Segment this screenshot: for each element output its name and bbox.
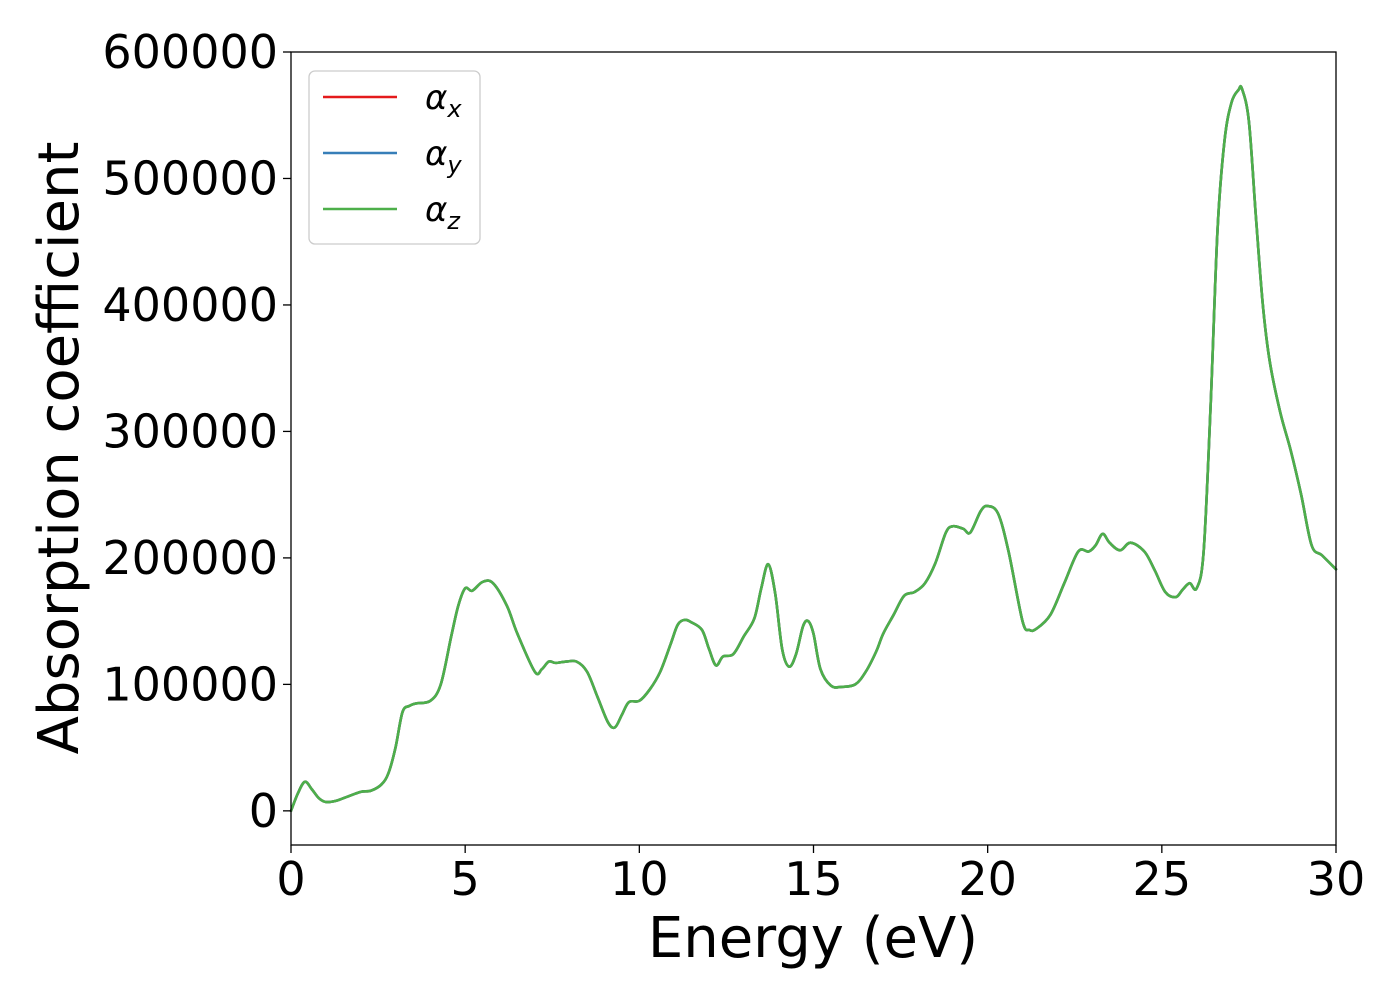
x-tick-label: 25 xyxy=(1133,852,1192,906)
series-layer xyxy=(289,84,1338,813)
x-tick-label: 0 xyxy=(276,852,305,906)
y-axis-label: Absorption coefficient xyxy=(27,142,92,755)
y-tick-label: 600000 xyxy=(102,25,278,79)
y-tick-label: 400000 xyxy=(102,278,278,332)
x-tick-label: 15 xyxy=(784,852,843,906)
y-tick-label: 200000 xyxy=(102,531,278,585)
y-tick-label: 300000 xyxy=(102,404,278,458)
legend-frame xyxy=(308,70,481,245)
x-tick-label: 20 xyxy=(958,852,1017,906)
x-tick-label: 5 xyxy=(451,852,480,906)
series-line-z-2 xyxy=(289,84,1338,813)
y-tick-label: 500000 xyxy=(102,151,278,205)
x-axis-ticks: 0 5 10 15 20 25 30 xyxy=(276,845,1365,906)
y-tick-label: 0 xyxy=(249,784,278,838)
x-tick-label: 30 xyxy=(1307,852,1366,906)
y-axis-ticks: 0 100000 200000 300000 400000 500000 600000 xyxy=(102,25,291,838)
x-tick-label: 10 xyxy=(610,852,669,906)
y-tick-label: 100000 xyxy=(102,657,278,711)
x-axis-label: Energy (eV) xyxy=(648,906,978,971)
